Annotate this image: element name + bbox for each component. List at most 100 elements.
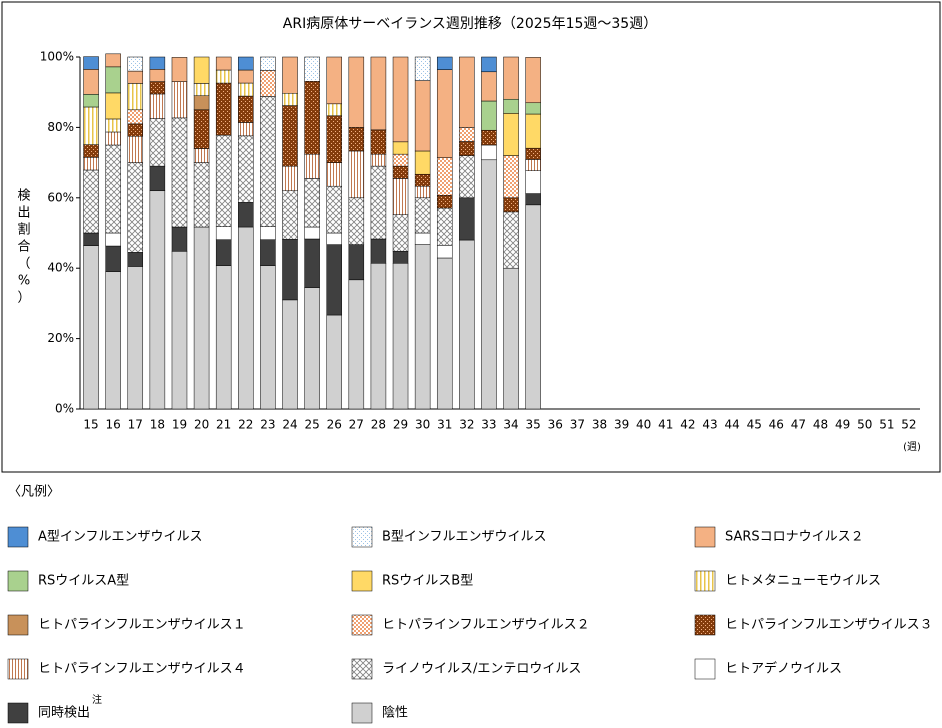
bar-segment — [215, 134, 232, 227]
x-tick-label: 39 — [614, 418, 629, 432]
legend-swatch — [694, 658, 716, 680]
bar-segment — [525, 204, 541, 410]
bar-segment — [238, 82, 254, 97]
bar-segment — [348, 279, 365, 410]
bar-segment — [149, 93, 166, 119]
bar-segment — [525, 193, 541, 206]
bar-segment — [436, 69, 453, 158]
bar-segment — [149, 69, 166, 82]
bar-segment — [414, 244, 431, 410]
x-tick-label: 45 — [747, 418, 762, 432]
y-label-char: % — [18, 274, 30, 289]
bar-segment — [326, 103, 342, 117]
legend-swatch — [694, 570, 716, 592]
legend-swatch — [7, 614, 29, 636]
bar-segment — [459, 239, 475, 410]
bar-segment — [481, 56, 497, 73]
chart-title: ARI病原体サーベイランス週別推移（2025年15週～35週） — [283, 16, 657, 32]
x-tick-label: 24 — [282, 418, 297, 432]
legend-label: 同時検出 — [38, 706, 90, 721]
x-tick-label: 17 — [128, 418, 143, 432]
bar-segment — [503, 197, 519, 213]
bar-segment — [171, 81, 188, 119]
bar-segment — [260, 226, 276, 240]
legend-swatch — [7, 658, 29, 680]
bar-segment — [392, 214, 409, 252]
bar-segment — [525, 102, 541, 115]
x-tick-label: 23 — [260, 418, 275, 432]
x-tick-label: 36 — [548, 418, 563, 432]
bar-segment — [127, 162, 144, 253]
bar-segment — [149, 81, 166, 95]
bar-segment — [326, 115, 342, 163]
x-tick-label: 15 — [83, 418, 98, 432]
x-tick-label: 50 — [857, 418, 872, 432]
bar-segment — [459, 197, 475, 241]
bar-segment — [215, 69, 232, 84]
bar-segment — [215, 265, 232, 410]
x-tick-label: 19 — [172, 418, 187, 432]
x-tick-label: 38 — [592, 418, 607, 432]
bar-segment — [127, 56, 144, 72]
bar-segment — [503, 211, 519, 269]
x-tick-label: 25 — [304, 418, 319, 432]
bar-segment — [127, 252, 144, 267]
bar-segment — [149, 165, 166, 192]
x-tick-label: 44 — [724, 418, 739, 432]
bar-segment — [503, 267, 519, 410]
bar-segment — [105, 271, 121, 410]
legend-swatch — [351, 702, 373, 724]
bar-segment — [304, 56, 320, 82]
bar-segment — [525, 170, 541, 194]
x-tick-label: 20 — [194, 418, 209, 432]
bar-segment — [83, 69, 99, 95]
bar-segment — [326, 185, 342, 234]
legend-swatch — [7, 702, 29, 724]
y-label-char: 割 — [17, 222, 30, 238]
x-tick-label: 18 — [150, 418, 165, 432]
bar-segment — [193, 95, 210, 111]
bar-segment — [436, 56, 453, 70]
legend-swatch — [351, 570, 373, 592]
bar-segment — [282, 93, 298, 106]
x-tick-label: 52 — [901, 418, 916, 432]
bar-segment — [459, 155, 475, 199]
bar-segment — [149, 190, 166, 410]
bar-segment — [83, 94, 99, 108]
bar-segment — [193, 162, 210, 228]
bar-segment — [481, 100, 497, 131]
x-tick-label: 47 — [791, 418, 806, 432]
bar-segment — [260, 96, 276, 227]
bar-segment — [193, 83, 210, 96]
legend-label: SARSコロナウイルス２ — [725, 530, 864, 545]
bar-segment — [215, 56, 232, 71]
legend-swatch — [7, 570, 29, 592]
bar-segment — [282, 239, 298, 301]
legend-label: ヒトアデノウイルス — [725, 661, 842, 677]
bar-segment — [370, 165, 387, 240]
bar-segment — [459, 127, 475, 142]
bar-segment — [83, 144, 99, 158]
bar-segment — [525, 57, 541, 104]
bar-segment — [436, 195, 453, 209]
y-tick-label: 80% — [47, 120, 74, 134]
bar-segment — [481, 159, 497, 410]
bar-segment — [414, 232, 431, 245]
legend-label: ライノウイルス/エンテロウイルス — [382, 662, 581, 677]
x-tick-label: 32 — [459, 418, 474, 432]
x-tick-label: 51 — [879, 418, 894, 432]
bar-segment — [370, 238, 387, 264]
bar-segment — [304, 81, 320, 155]
bar-segment — [149, 56, 166, 70]
bar-segment — [481, 144, 497, 161]
bar-segment — [326, 244, 342, 316]
bar-segment — [348, 244, 365, 281]
bar-segment — [171, 251, 188, 410]
bar-segment — [171, 117, 188, 228]
legend-label: RSウイルスB型 — [382, 574, 473, 589]
bar-segment — [260, 265, 276, 410]
bar-segment — [105, 92, 121, 120]
bar-segment — [503, 113, 519, 156]
bar-segment — [304, 226, 320, 240]
